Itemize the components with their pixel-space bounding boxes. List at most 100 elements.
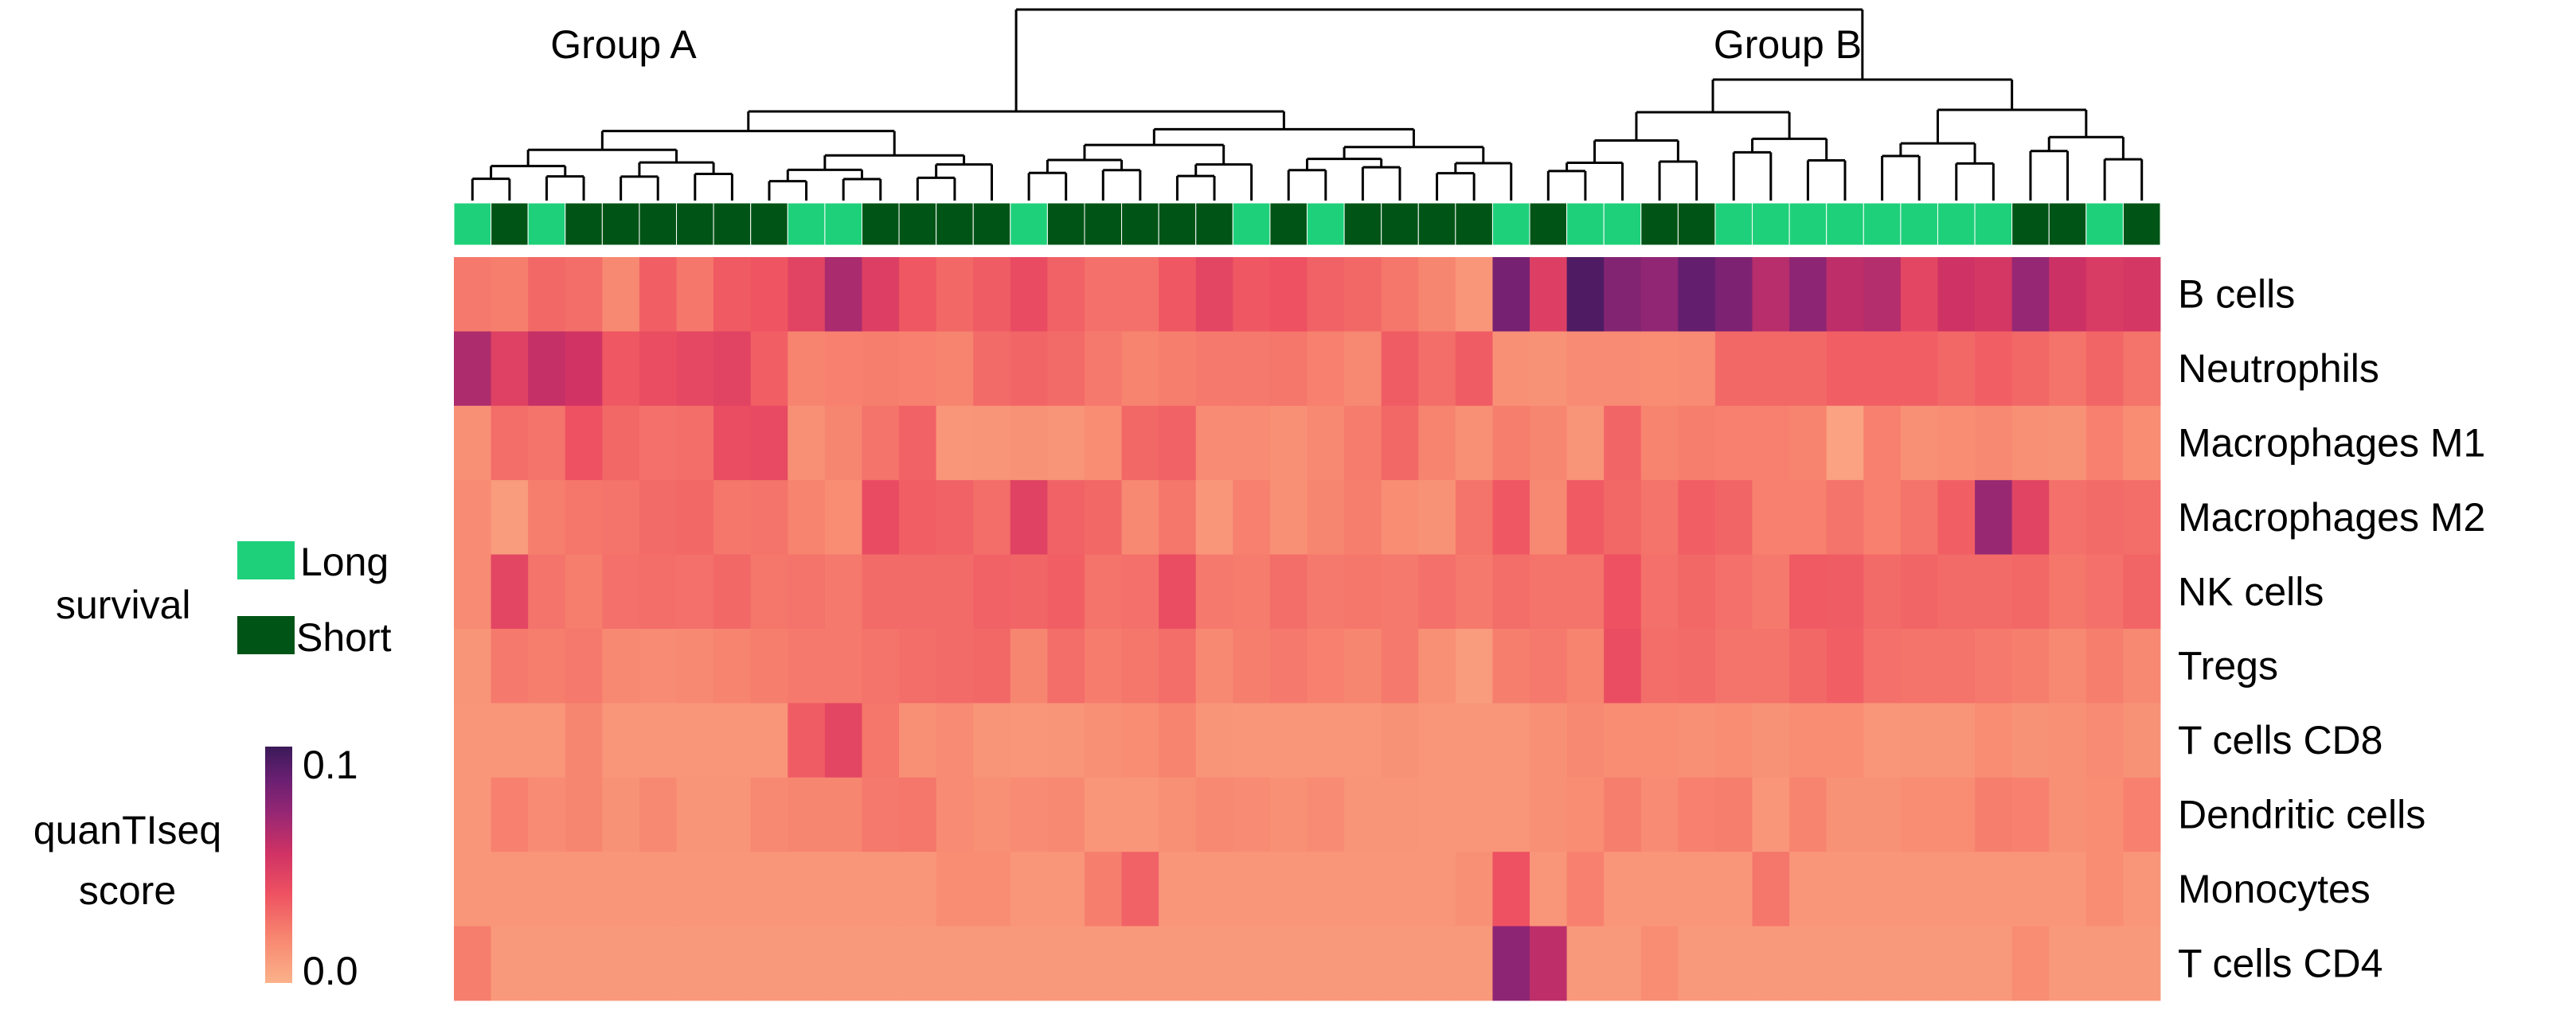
heatmap-cell [1159, 257, 1197, 332]
heatmap-cell [1047, 926, 1085, 1001]
heatmap-cell [2085, 777, 2124, 852]
heatmap-cell [973, 852, 1011, 926]
heatmap-cell [1381, 703, 1419, 778]
heatmap-cell [1047, 703, 1085, 778]
heatmap-cell [2011, 629, 2050, 704]
heatmap-cell [1195, 405, 1233, 481]
heatmap-cell [824, 703, 862, 778]
heatmap-cell [2049, 331, 2087, 407]
heatmap-cell [1530, 777, 1568, 852]
heatmap-cell [936, 926, 974, 1001]
heatmap-cell [2049, 926, 2087, 1001]
heatmap-cell [1233, 480, 1271, 555]
heatmap-cell [1121, 405, 1159, 481]
heatmap-cell [1530, 852, 1568, 926]
heatmap-cell [1826, 629, 1864, 704]
heatmap-cell [899, 480, 937, 555]
heatmap-cell [528, 331, 566, 407]
heatmap-cell [1900, 554, 1938, 630]
heatmap-cell [936, 331, 974, 407]
heatmap-cell [1678, 926, 1716, 1001]
heatmap-cell [1010, 554, 1048, 630]
heatmap-cell [1195, 777, 1233, 852]
heatmap-cell [1530, 554, 1568, 630]
heatmap-cell [1975, 703, 2013, 778]
heatmap-cell [1640, 554, 1679, 630]
heatmap-cell [2085, 926, 2124, 1001]
heatmap-cell [1195, 926, 1233, 1001]
heatmap-cell [528, 554, 566, 630]
heatmap-cell [1381, 257, 1419, 332]
heatmap-cell [1937, 629, 1976, 704]
heatmap-cell [1010, 405, 1048, 481]
heatmap-cell [2123, 926, 2161, 1001]
heatmap-cell [1789, 331, 1827, 407]
heatmap-cell [1492, 926, 1530, 1001]
heatmap-cell [1233, 777, 1271, 852]
heatmap-cell [862, 852, 900, 926]
heatmap-cell [2085, 554, 2124, 630]
row-labels: B cells Neutrophils Macrophages M1 Macropha… [2178, 272, 2485, 986]
heatmap-cell [1492, 405, 1530, 481]
heatmap-cell [1344, 629, 1382, 704]
heatmap-cell [2123, 629, 2161, 704]
heatmap-cell [788, 405, 826, 481]
heatmap-cell [1455, 703, 1493, 778]
survival-cell [713, 202, 752, 246]
heatmap-cell [824, 926, 862, 1001]
legend: survival Long Short quanTIseq score 0.1 … [33, 540, 392, 993]
heatmap-cell [1604, 926, 1642, 1001]
heatmap-cell [1233, 703, 1271, 778]
heatmap-cell [1900, 331, 1938, 407]
heatmap-cell [1455, 331, 1493, 407]
heatmap-cell [1752, 331, 1790, 407]
heatmap-cell [788, 554, 826, 630]
heatmap-cell [1233, 331, 1271, 407]
heatmap-cell [899, 331, 937, 407]
heatmap-cell [1604, 629, 1642, 704]
heatmap-cell [1863, 852, 1902, 926]
heatmap-cell [528, 852, 566, 926]
heatmap-cell [491, 926, 529, 1001]
heatmap-cell [1195, 331, 1233, 407]
heatmap-cell [1826, 405, 1864, 481]
heatmap-cell [1455, 554, 1493, 630]
heatmap-cell [1418, 405, 1456, 481]
group-b-label: Group B [1714, 22, 1862, 67]
heatmap-cell [1418, 554, 1456, 630]
heatmap-cell [454, 629, 491, 704]
heatmap-cell [454, 405, 491, 481]
heatmap-cell [676, 777, 714, 852]
heatmap-cell [676, 480, 714, 555]
heatmap-cell [973, 331, 1011, 407]
legend-swatch-long [237, 541, 295, 579]
heatmap-cell [2011, 703, 2050, 778]
heatmap-cell [936, 405, 974, 481]
heatmap-cell [750, 703, 788, 778]
heatmap-cell [2085, 480, 2124, 555]
heatmap-cell [1937, 703, 1976, 778]
heatmap-cell [1307, 629, 1345, 704]
heatmap-cell [2011, 926, 2050, 1001]
heatmap-cell [1344, 331, 1382, 407]
heatmap-cell [1566, 926, 1605, 1001]
heatmap-cell [1010, 703, 1048, 778]
heatmap-cell [862, 257, 900, 332]
heatmap-cell [1492, 480, 1530, 555]
survival-legend-title: survival [56, 583, 190, 627]
row-label: B cells [2178, 272, 2295, 317]
score-legend-title-line1: quanTIseq [33, 808, 221, 852]
heatmap-cell [1159, 777, 1197, 852]
row-label: T cells CD8 [2178, 718, 2383, 763]
heatmap-cell [1640, 777, 1679, 852]
heatmap-cell [862, 480, 900, 555]
heatmap-cell [1789, 405, 1827, 481]
survival-cell [639, 202, 678, 246]
survival-cell [1307, 202, 1345, 246]
heatmap-cell [1937, 777, 1976, 852]
heatmap-cell [1678, 554, 1716, 630]
heatmap-cell [1492, 629, 1530, 704]
heatmap-cell [750, 405, 788, 481]
heatmap-cell [1678, 703, 1716, 778]
heatmap-cell [1418, 926, 1456, 1001]
